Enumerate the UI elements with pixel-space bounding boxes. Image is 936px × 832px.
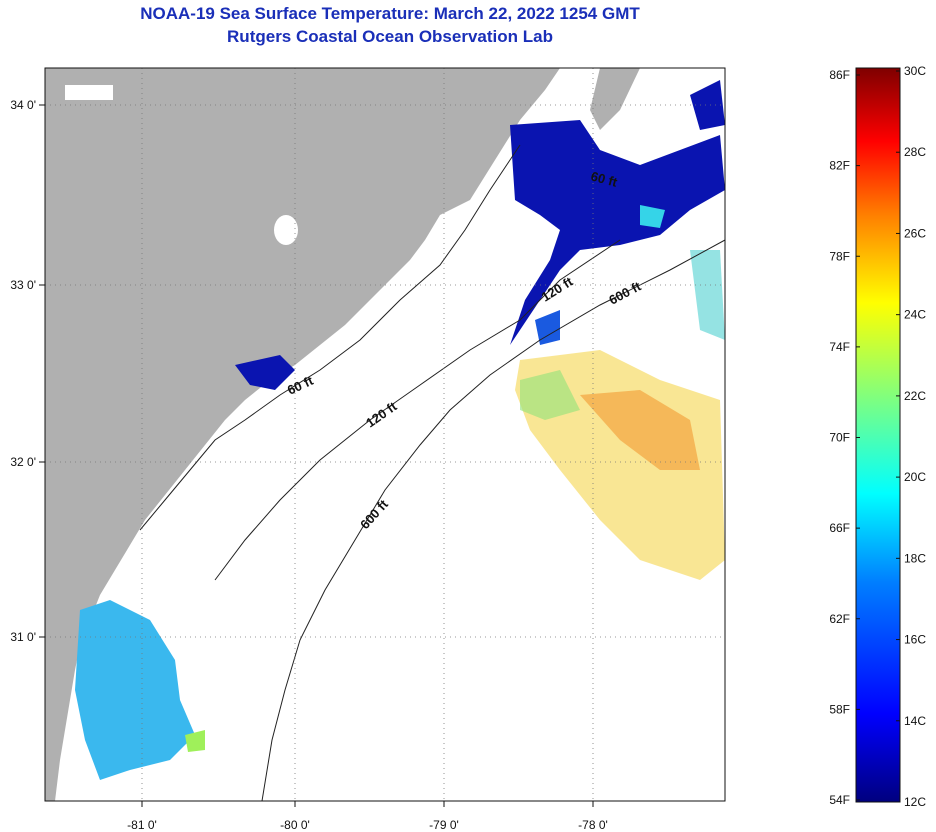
lon-tick-label: -81 0' — [127, 818, 157, 832]
colorbar-c-label: 12C — [904, 795, 926, 809]
lat-tick-label: 32 0' — [10, 455, 36, 469]
colorbar-c-label: 22C — [904, 389, 926, 403]
colorbar-f-label: 78F — [829, 249, 850, 263]
contour-label-60ft-north: 60 ft — [589, 168, 619, 190]
colorbar-c-label: 28C — [904, 145, 926, 159]
sst-patch-northeast — [690, 80, 725, 130]
lon-tick-label: -79 0' — [429, 818, 459, 832]
sst-patch-east-orange — [580, 390, 700, 470]
sst-patch-mid-blue — [535, 310, 560, 345]
frame-ticks — [39, 104, 594, 807]
sst-patch-east-green — [520, 370, 580, 420]
sst-patch-north-cyan — [640, 205, 665, 228]
colorbar-f-label: 66F — [829, 521, 850, 535]
colorbar-fahrenheit-ticks: 86F 82F 78F 74F 70F 66F 62F 58F 54F — [829, 68, 860, 807]
sst-patch-east-teal — [690, 250, 725, 340]
contour-120ft — [214, 239, 621, 581]
colorbar-c-label: 18C — [904, 551, 926, 565]
contour-600ft — [261, 239, 725, 801]
colorbar-c-label: 24C — [904, 308, 926, 322]
colorbar-f-label: 58F — [829, 702, 850, 716]
lon-tick-label: -78 0' — [578, 818, 608, 832]
colorbar-c-label: 14C — [904, 714, 926, 728]
map-title: NOAA-19 Sea Surface Temperature: March 2… — [140, 4, 640, 23]
colorbar-c-label: 30C — [904, 64, 926, 78]
colorbar-f-label: 62F — [829, 612, 850, 626]
colorbar-f-label: 70F — [829, 431, 850, 445]
lat-tick-label: 34 0' — [10, 98, 36, 112]
land-mass — [45, 68, 560, 801]
colorbar-f-label: 82F — [829, 159, 850, 173]
colorbar-f-label: 54F — [829, 793, 850, 807]
lake — [274, 215, 298, 245]
colorbar-c-label: 26C — [904, 226, 926, 240]
colorbar-c-label: 16C — [904, 633, 926, 647]
colorbar — [855, 67, 901, 803]
lat-tick-label: 33 0' — [10, 278, 36, 292]
sst-patch-coast-blue — [235, 355, 295, 390]
colorbar-celsius-ticks: 30C 28C 26C 24C 22C 20C 18C 16C 14C 12C — [896, 64, 926, 809]
contour-60ft — [139, 144, 521, 531]
colorbar-c-label: 20C — [904, 470, 926, 484]
colorbar-f-label: 86F — [829, 68, 850, 82]
land-northeast — [590, 68, 640, 130]
lat-tick-label: 31 0' — [10, 630, 36, 644]
map-subtitle: Rutgers Coastal Ocean Observation Lab — [227, 27, 553, 46]
gridlines — [45, 68, 725, 801]
sst-patch-south-green — [185, 730, 205, 752]
inland-water — [65, 85, 113, 100]
lon-tick-label: -80 0' — [280, 818, 310, 832]
sst-patch-south-cyan — [75, 600, 195, 780]
map-frame — [44, 67, 726, 802]
colorbar-f-label: 74F — [829, 340, 850, 354]
sst-patch-north — [510, 120, 725, 345]
